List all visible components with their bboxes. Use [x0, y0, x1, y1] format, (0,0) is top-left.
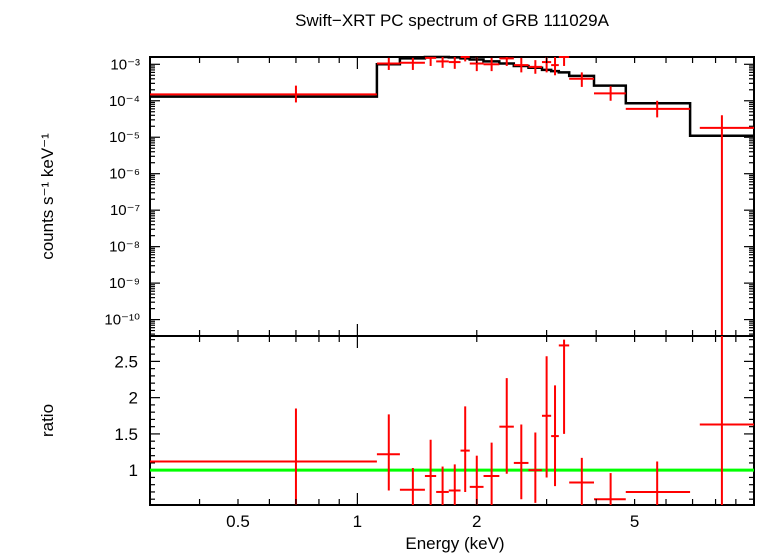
ratio-point [424, 439, 437, 505]
bottom-panel: 1 1.5 2 2.5 ratio [38, 335, 755, 506]
ratio-point [699, 336, 754, 505]
chart-title: Swift−XRT PC spectrum of GRB 111029A [295, 11, 610, 30]
data-point [150, 85, 377, 103]
data-point [513, 57, 529, 73]
bottom-panel-frame [149, 335, 755, 506]
data-point [625, 100, 691, 118]
ratio-series [150, 336, 754, 505]
ratio-point [448, 464, 461, 505]
ratio-point [499, 378, 514, 474]
ratio-point [528, 432, 542, 503]
top-panel: 10⁻³ 10⁻⁴ 10⁻⁵ 10⁻⁶ 10⁻⁷ 10⁻⁸ 10⁻⁹ 10⁻¹⁰ counts… [38, 55, 755, 337]
data-point [569, 72, 595, 87]
top-y-tick-label: 10⁻⁷ [110, 202, 140, 219]
data-point [551, 57, 559, 76]
ratio-point [469, 455, 484, 505]
top-y-tick-label: 10⁻¹⁰ [104, 312, 140, 329]
bottom-y-tick-label: 2.5 [114, 352, 138, 371]
x-tick-label: 1 [353, 512, 362, 531]
top-y-tick-label: 10⁻⁶ [109, 166, 140, 183]
data-point [483, 57, 500, 72]
bottom-y-tick-label: 1.5 [114, 425, 138, 444]
ratio-point [569, 457, 595, 505]
data-point [376, 57, 400, 70]
data-point [499, 57, 514, 66]
ratio-point [436, 466, 449, 505]
ratio-point [551, 385, 559, 487]
ratio-point [558, 339, 570, 434]
ratio-point [460, 406, 470, 492]
data-point [424, 56, 437, 66]
model-series [150, 55, 754, 137]
top-y-tick-label: 10⁻⁸ [109, 239, 140, 256]
data-point [558, 56, 570, 66]
top-y-axis: 10⁻³ 10⁻⁴ 10⁻⁵ 10⁻⁶ 10⁻⁷ 10⁻⁸ 10⁻⁹ 10⁻¹⁰ [104, 56, 754, 335]
bottom-y-tick-label: 1 [129, 461, 138, 480]
data-series [150, 56, 754, 336]
data-point [436, 57, 449, 68]
ratio-point [483, 442, 500, 505]
top-y-tick-label: 10⁻⁴ [109, 93, 140, 110]
x-tick-label: 0.5 [226, 512, 250, 531]
top-y-axis-label: counts s⁻¹ keV⁻¹ [38, 133, 57, 260]
x-tick-label: 5 [630, 512, 639, 531]
ratio-point [594, 473, 626, 505]
x-axis-label: Energy (keV) [405, 534, 504, 553]
data-point [594, 86, 626, 101]
ratio-point [513, 424, 529, 500]
ratio-point [541, 356, 552, 478]
bottom-y-axis-label: ratio [38, 404, 57, 437]
top-y-tick-label: 10⁻⁵ [109, 129, 140, 146]
data-point [528, 60, 542, 74]
ratio-point [150, 408, 377, 505]
data-point [399, 57, 425, 70]
top-panel-frame [149, 56, 755, 337]
model-step-line [150, 55, 754, 137]
ratio-point [625, 461, 691, 505]
bottom-y-tick-label: 2 [129, 389, 138, 408]
data-point [460, 56, 470, 62]
data-point [448, 57, 461, 69]
top-y-tick-label: 10⁻³ [110, 56, 140, 73]
x-tick-label: 2 [472, 512, 481, 531]
top-y-tick-label: 10⁻⁹ [109, 275, 140, 292]
bottom-y-axis: 1 1.5 2 2.5 [114, 339, 754, 500]
x-axis: 0.5 1 2 5 [149, 57, 755, 531]
ratio-point [376, 414, 400, 491]
ratio-point [399, 468, 425, 505]
data-point [699, 115, 754, 336]
